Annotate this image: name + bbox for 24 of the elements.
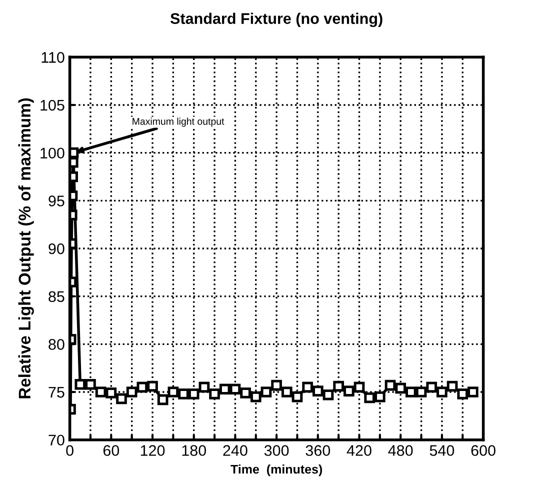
y-tick-label: 80 [48,339,64,350]
y-tick-label: 100 [40,148,64,159]
x-axis-title: Time (minutes) [230,464,322,476]
x-tick-label: 420 [346,445,372,456]
x-tick-label: 240 [223,445,248,456]
x-tick-label: 60 [103,445,120,456]
annotation: Maximum light output [132,118,224,127]
y-tick-label: 85 [48,291,64,302]
y-tick-label: 110 [42,52,64,63]
x-tick-label: 180 [182,445,206,456]
x-tick-label: 540 [430,445,454,456]
y-tick-label: 95 [48,196,64,206]
y-tick-label: 75 [48,387,64,398]
chart-title: Standard Fixture (no venting) [170,12,382,28]
x-tick-label: 600 [471,445,496,456]
y-tick-label: 70 [48,434,64,446]
y-tick-label: 90 [48,243,64,254]
x-tick-label: 480 [388,445,413,456]
x-tick-label: 0 [66,445,74,456]
x-tick-label: 120 [140,445,165,456]
x-tick-label: 360 [306,445,330,456]
x-tick-label: 300 [264,445,289,456]
y-tick-label: 105 [40,100,64,111]
y-axis-title: Relative Light Output (% of maximum) [18,98,34,398]
